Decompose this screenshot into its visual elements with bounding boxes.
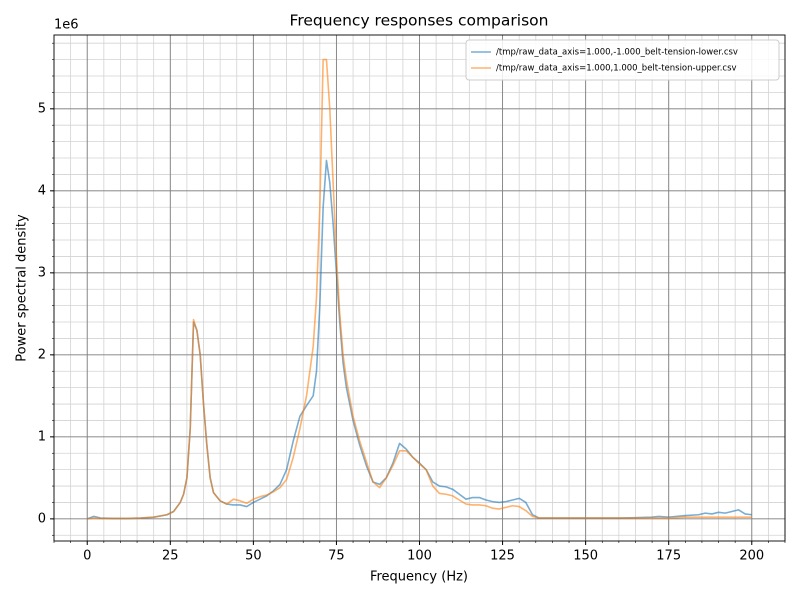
y-offset-label: 1e6 [54, 18, 79, 33]
y-tick-label: 3 [38, 265, 46, 280]
legend-label: /tmp/raw_data_axis=1.000,1.000_belt-tens… [496, 64, 737, 74]
x-axis-label: Frequency (Hz) [370, 570, 468, 585]
legend-label: /tmp/raw_data_axis=1.000,-1.000_belt-ten… [496, 48, 738, 58]
legend-box [465, 39, 780, 81]
x-tick-label: 200 [739, 549, 764, 564]
series-line [87, 58, 752, 520]
y-tick-label: 1 [38, 429, 46, 444]
x-tick-label: 150 [573, 549, 598, 564]
plot-frame [53, 34, 786, 542]
x-tick-label: 0 [83, 549, 91, 564]
x-tick-label: 100 [407, 549, 432, 564]
x-tick-label: 125 [490, 549, 515, 564]
x-tick-label: 75 [328, 549, 345, 564]
y-tick-label: 5 [38, 101, 46, 116]
y-tick-label: 0 [38, 511, 46, 526]
chart-title: Frequency responses comparison [290, 12, 549, 30]
x-tick-label: 175 [656, 549, 681, 564]
x-tick-label: 25 [162, 549, 179, 564]
y-axis-label: Power spectral density [15, 214, 30, 362]
legend: /tmp/raw_data_axis=1.000,-1.000_belt-ten… [465, 39, 780, 81]
y-tick-label: 4 [38, 183, 46, 198]
y-tick-label: 2 [38, 347, 46, 362]
x-tick-label: 50 [245, 549, 262, 564]
